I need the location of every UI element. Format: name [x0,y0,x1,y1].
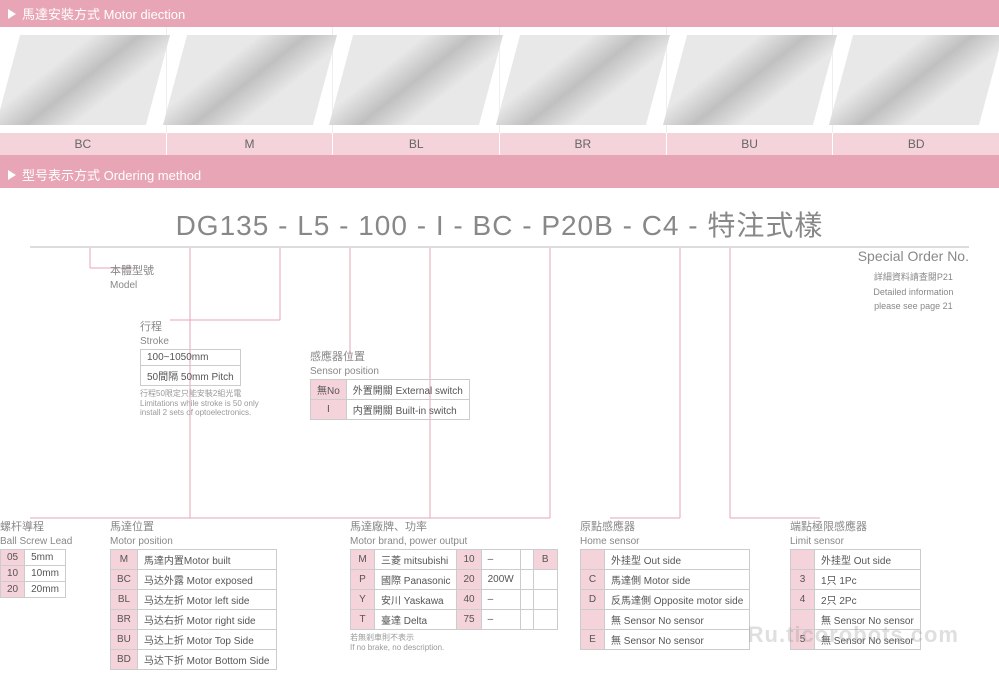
motor-label: M [167,133,334,155]
stroke-note: 行程50限定只能安裝2組光電 Limitations while stroke … [140,389,259,418]
order-code: DG135 - L5 - 100 - I - BC - P20B - C4 - … [30,188,969,248]
model-block: 本體型號 Model [110,262,154,291]
motor-label: BR [500,133,667,155]
motor-label: BD [833,133,999,155]
motor-direction-header: 馬達安裝方式 Motor diection [0,0,999,27]
motor-brand-block: 馬達廠牌、功率 Motor brand, power output M三菱 mi… [350,518,558,652]
arrow-icon [8,9,16,19]
motor-labels-row: BC M BL BR BU BD [0,133,999,155]
stroke-table: 100~1050mm 50間隔 50mm Pitch [140,349,241,386]
motor-direction-images [0,27,999,133]
ballscrew-block: 螺杆導程 Ball Screw Lead 055mm 1010mm 2020mm [0,518,72,598]
ordering-method-header: 型号表示方式 Ordering method [0,161,999,188]
motor-label: BL [333,133,500,155]
motor-brand-table: M三菱 mitsubishi10–B P國際 Panasonic20200W Y… [350,549,558,630]
ballscrew-table: 055mm 1010mm 2020mm [0,549,66,598]
motor-label: BU [667,133,834,155]
sensor-pos-block: 感應器位置 Sensor position 無No外置開關 External s… [310,348,470,420]
motor-label: BC [0,133,167,155]
stroke-block: 行程 Stroke 100~1050mm 50間隔 50mm Pitch 行程5… [140,318,259,418]
motor-pos-table: M馬達内置Motor built BC马达外露 Motor exposed BL… [110,549,277,670]
arrow-icon [8,170,16,180]
ordering-diagram: Special Order No. 詳細資料請查閱P21 Detailed in… [0,248,999,648]
section1-title: 馬達安裝方式 Motor diection [22,4,185,23]
watermark: Ru.ticorobots.com [748,622,959,648]
motor-pos-block: 馬達位置 Motor position M馬達内置Motor built BC马… [110,518,277,670]
home-sensor-table: 外挂型 Out side C馬達側 Motor side D反馬達側 Oppos… [580,549,750,650]
special-order-block: Special Order No. 詳細資料請查閱P21 Detailed in… [858,248,969,311]
home-sensor-block: 原點感應器 Home sensor 外挂型 Out side C馬達側 Moto… [580,518,750,650]
section2-title: 型号表示方式 Ordering method [22,165,201,184]
brand-note: 若無剎車則不表示 If no brake, no description. [350,633,558,652]
sensor-pos-table: 無No外置開關 External switch I内置開關 Built-in s… [310,379,470,420]
